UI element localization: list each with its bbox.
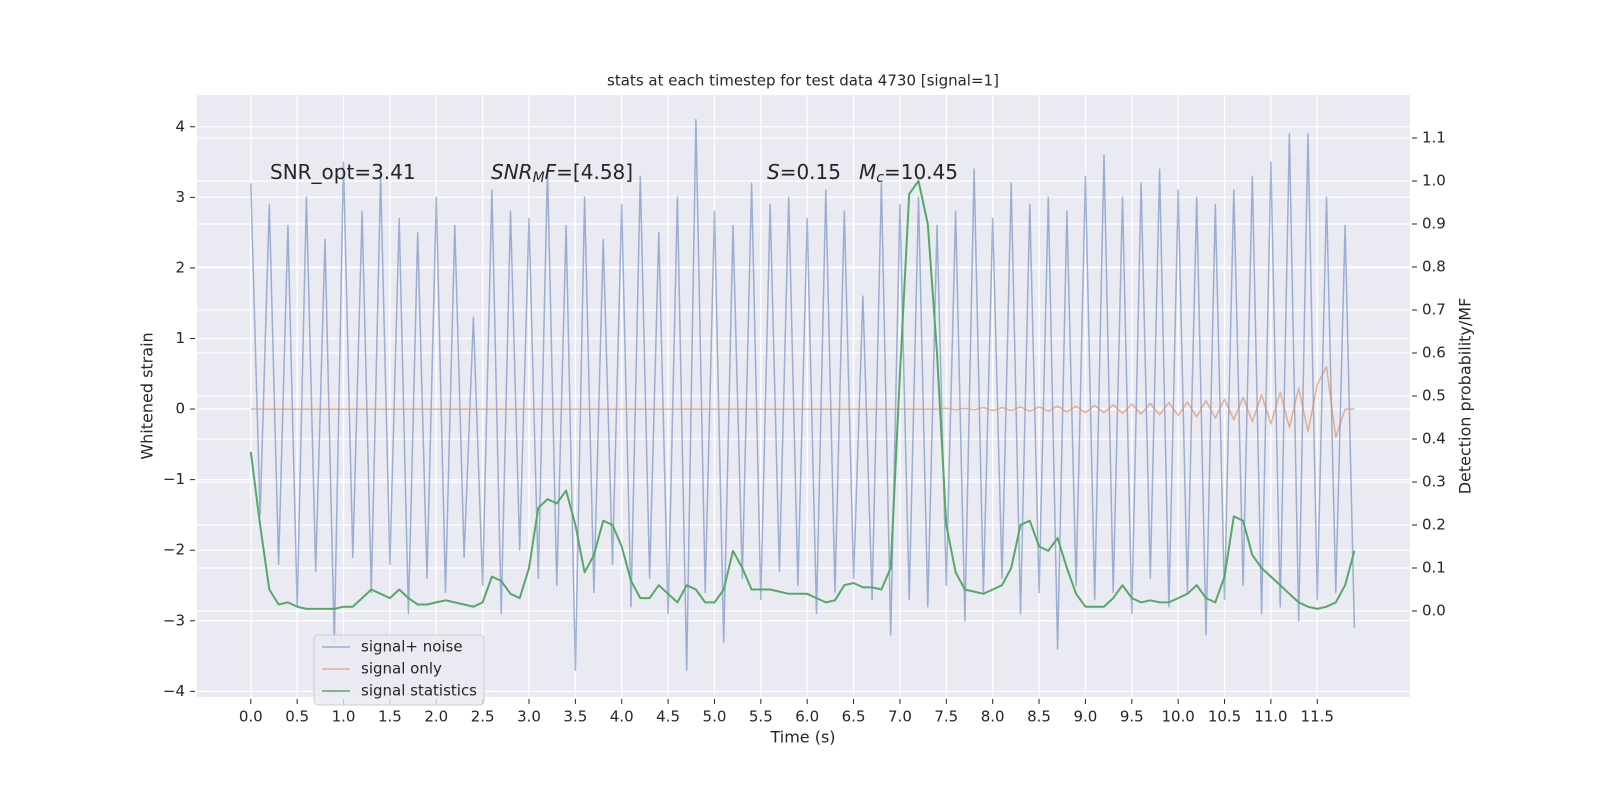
annotation: SNRMF=[4.58] [491, 160, 633, 187]
x-tick-label: 9.5 [1120, 708, 1144, 726]
y-tick-label: 0 [175, 400, 185, 418]
x-tick-label: 2.0 [424, 708, 448, 726]
annotation-part: SNR_opt=3.41 [270, 160, 416, 184]
x-tick-label: 7.0 [888, 708, 912, 726]
x-tick-label: 8.5 [1027, 708, 1051, 726]
x-tick-label: 10.5 [1208, 708, 1241, 726]
y2-tick-label: 0.5 [1422, 387, 1446, 405]
marks [249, 118, 1356, 671]
y-tick-label: 4 [175, 117, 185, 135]
x-tick-label: 6.5 [842, 708, 866, 726]
y2-tick-label: 0.1 [1422, 559, 1446, 577]
annotation-part: S [767, 160, 780, 184]
x-tick-label: 5.0 [703, 708, 727, 726]
x-tick-label: 7.5 [934, 708, 958, 726]
x-tick-label: 3.0 [517, 708, 541, 726]
y2-axis-label: Detection probability/MF [1456, 298, 1475, 495]
annotation-part: M [859, 160, 876, 184]
y-tick-label: −3 [163, 611, 185, 629]
y2-tick-label: 0.6 [1422, 344, 1446, 362]
annotation-part: =10.45 [884, 160, 958, 184]
y2-tick-label: 0.2 [1422, 516, 1446, 534]
legend: signal+ noise signal only signal statistic… [313, 634, 485, 706]
x-tick-label: 9.0 [1073, 708, 1097, 726]
y2-tick-label: 0.4 [1422, 430, 1446, 448]
x-tick-label: 5.5 [749, 708, 773, 726]
chart-title: stats at each timestep for test data 473… [607, 72, 999, 90]
x-tick-label: 1.5 [378, 708, 402, 726]
x-tick-label: 0.0 [239, 708, 263, 726]
x-tick-label: 6.0 [795, 708, 819, 726]
y2-tick-label: 0.9 [1422, 215, 1446, 233]
annotation-part: =0.15 [780, 160, 841, 184]
y-tick-label: 3 [175, 188, 185, 206]
x-tick-label: 10.0 [1161, 708, 1194, 726]
x-tick-label: 2.5 [471, 708, 495, 726]
labels: 0.0 0.5 1.0 1.5 2.0 2.5 3.0 3.5 4.0 4.5 5.0 5.5 6.0 6… [163, 117, 1446, 725]
annotation-part: F [545, 160, 557, 184]
series-line [249, 180, 1356, 610]
x-tick-label: 4.0 [610, 708, 634, 726]
x-tick-label: 3.5 [563, 708, 587, 726]
y2-tick-label: 1.0 [1422, 172, 1446, 190]
legend-label: signal statistics [361, 682, 477, 700]
annotation: SNR_opt=3.41 [270, 160, 416, 184]
y2-tick-label: 0.7 [1422, 301, 1446, 319]
annotation-part: SNR [491, 160, 533, 184]
y2-tick-label: 1.1 [1422, 129, 1446, 147]
legend-box [313, 634, 485, 706]
x-tick-label: 0.5 [285, 708, 309, 726]
legend-label: signal+ noise [361, 638, 463, 656]
series-line [250, 365, 1355, 439]
annotation: Mc=10.45 [859, 160, 958, 187]
y-tick-label: −1 [163, 470, 185, 488]
legend-label: signal only [361, 660, 442, 678]
x-tick-label: 11.5 [1301, 708, 1334, 726]
annotation-part: =[4.58] [556, 160, 633, 184]
series-line [250, 118, 1356, 671]
y-tick-label: 1 [175, 329, 185, 347]
x-tick-label: 4.5 [656, 708, 680, 726]
y-tick-label: 2 [175, 258, 185, 276]
y-tick-label: −4 [163, 682, 185, 700]
x-tick-label: 11.0 [1254, 708, 1287, 726]
y2-tick-label: 0.0 [1422, 602, 1446, 620]
y-tick-label: −2 [163, 541, 185, 559]
x-axis-label: Time (s) [769, 728, 835, 747]
x-tick-label: 1.0 [332, 708, 356, 726]
annotation-part: M [533, 170, 545, 186]
annotation: S=0.15 [767, 160, 841, 184]
annotation-part: c [876, 170, 884, 186]
y2-tick-label: 0.3 [1422, 473, 1446, 491]
y2-tick-label: 0.8 [1422, 258, 1446, 276]
x-tick-label: 8.0 [981, 708, 1005, 726]
y-axis-label: Whitened strain [138, 332, 157, 459]
